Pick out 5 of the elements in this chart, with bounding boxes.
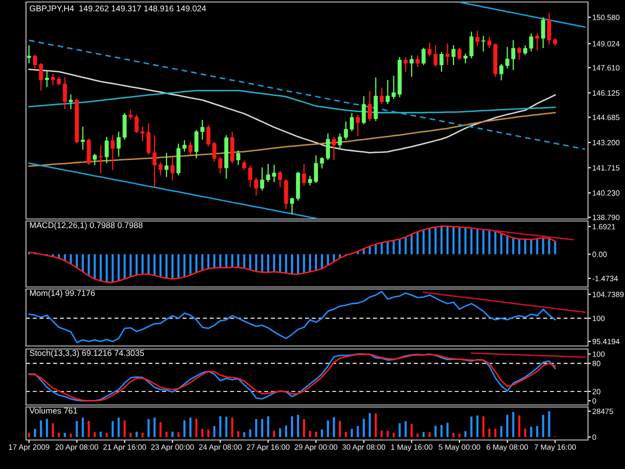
chart-title: GBPJPY,H4 149.262 149.317 148.916 149.024 — [30, 5, 206, 12]
chart-title: Stoch(13,3,3) 69.1216 74.3035 — [30, 350, 144, 358]
chart-title: MACD(12,26,1) 0.7988 0.7988 — [30, 222, 143, 230]
chart-title: Volumes 761 — [29, 407, 78, 414]
chart-title: Mom(14) 99.7176 — [30, 290, 95, 298]
